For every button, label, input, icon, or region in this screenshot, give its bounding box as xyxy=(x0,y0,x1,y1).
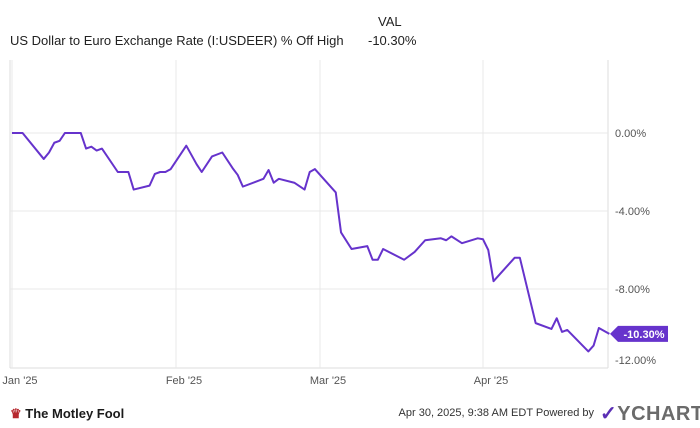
motley-fool-logo: ♛ The Motley Fool xyxy=(10,406,125,421)
ycharts-text: YCHARTS xyxy=(617,403,700,425)
y-tick-label: -8.00% xyxy=(615,284,650,296)
y-tick-label: -12.00% xyxy=(615,355,656,367)
line-chart: 0.00% -4.00% -8.00% -12.00% Jan '25 Feb '25 Ma… xyxy=(2,60,668,387)
y-tick-label: 0.00% xyxy=(615,128,646,140)
last-value-flag xyxy=(610,325,668,342)
x-tick-label: Jan '25 xyxy=(2,375,37,387)
y-tick-label: -4.00% xyxy=(615,206,650,218)
series-line xyxy=(12,132,610,353)
last-value-label: -10.30% xyxy=(624,329,665,341)
x-tick-label: Apr '25 xyxy=(474,375,509,387)
logo-text: The Motley Fool xyxy=(25,406,125,421)
val-header: VAL xyxy=(378,14,402,29)
x-tick-label: Mar '25 xyxy=(310,375,346,387)
series-label: US Dollar to Euro Exchange Rate (I:USDEE… xyxy=(10,33,344,48)
x-tick-label: Feb '25 xyxy=(166,375,202,387)
timestamp: Apr 30, 2025, 9:38 AM EDT Powered by xyxy=(398,407,594,419)
series-value: -10.30% xyxy=(368,33,417,48)
ycharts-logo: ✓YCHARTS xyxy=(600,401,700,426)
